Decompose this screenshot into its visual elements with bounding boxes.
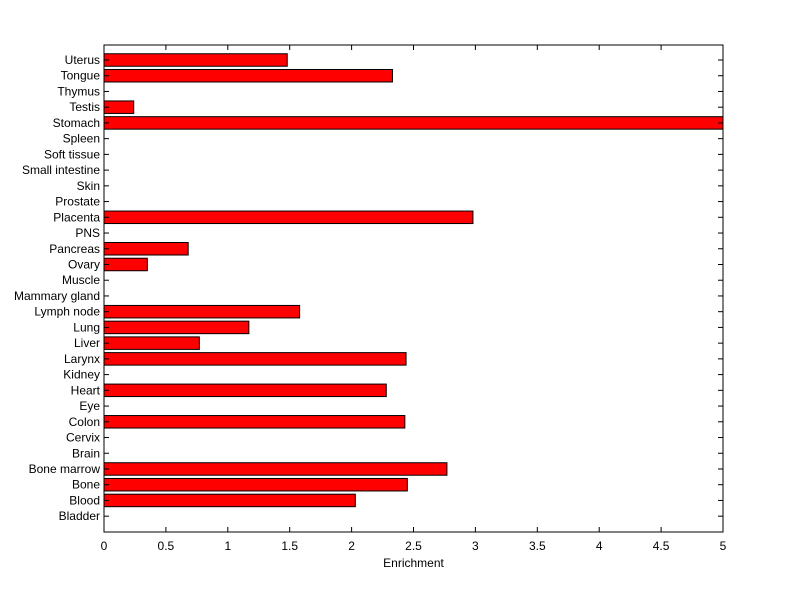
y-tick-label: Lung bbox=[73, 320, 100, 334]
y-tick-label: Larynx bbox=[64, 352, 100, 366]
y-tick-label: Kidney bbox=[63, 368, 100, 382]
y-tick-label: Small intestine bbox=[22, 163, 100, 177]
y-tick-label: Placenta bbox=[53, 210, 100, 224]
y-tick-label: Colon bbox=[69, 415, 100, 429]
bars-layer bbox=[103, 53, 724, 508]
y-tick-label: Soft tissue bbox=[44, 147, 100, 161]
x-tick-label: 3 bbox=[472, 539, 479, 553]
x-tick-label: 3.5 bbox=[529, 539, 546, 553]
y-tick-label: Liver bbox=[74, 336, 100, 350]
bar-lung bbox=[103, 320, 250, 335]
y-tick-label: Bone marrow bbox=[29, 462, 101, 476]
bar-larynx bbox=[103, 352, 407, 366]
x-tick-label: 2.5 bbox=[405, 539, 422, 553]
y-tick-label: Thymus bbox=[57, 84, 100, 98]
y-tick-label: Bladder bbox=[59, 509, 100, 523]
bar-ovary bbox=[103, 257, 148, 272]
y-tick-label: Bone bbox=[72, 478, 100, 492]
y-tick-label: Tongue bbox=[61, 69, 101, 83]
y-tick-label: Spleen bbox=[63, 132, 100, 146]
y-tick-label: Prostate bbox=[55, 195, 100, 209]
x-ticks-layer: 0 0.5 1 1.5 2 2.5 3 3.5 4 4.5 5 bbox=[101, 45, 727, 553]
x-tick-label: 0 bbox=[101, 539, 108, 553]
bar-liver bbox=[103, 336, 200, 350]
y-tick-label: Testis bbox=[69, 100, 100, 114]
bar-bone bbox=[103, 477, 408, 492]
bar-stomach bbox=[103, 116, 724, 130]
x-tick-label: 5 bbox=[720, 539, 727, 553]
y-tick-label: PNS bbox=[75, 226, 100, 240]
bar-uterus bbox=[103, 53, 288, 67]
y-tick-label: Lymph node bbox=[34, 305, 100, 319]
y-tick-label: Ovary bbox=[68, 257, 100, 271]
y-tick-label: Skin bbox=[77, 179, 100, 193]
y-tick-label: Pancreas bbox=[49, 242, 100, 256]
y-tick-label: Eye bbox=[79, 399, 100, 413]
y-tick-label: Uterus bbox=[65, 53, 100, 67]
y-tick-label: Brain bbox=[72, 446, 100, 460]
x-tick-label: 4 bbox=[596, 539, 603, 553]
bar-lymph-node bbox=[103, 304, 301, 319]
bar-bone-marrow bbox=[103, 462, 448, 476]
bar-colon bbox=[103, 415, 406, 429]
x-axis-label: Enrichment bbox=[383, 556, 444, 570]
bar-tongue bbox=[103, 68, 393, 83]
y-tick-label: Mammary gland bbox=[14, 289, 100, 303]
bar-placenta bbox=[103, 210, 474, 225]
bar-heart bbox=[103, 383, 387, 398]
y-tick-label: Cervix bbox=[66, 431, 100, 445]
x-tick-label: 2 bbox=[348, 539, 355, 553]
x-tick-label: 1.5 bbox=[281, 539, 298, 553]
bar-blood bbox=[103, 493, 356, 508]
x-tick-label: 4.5 bbox=[653, 539, 670, 553]
bar-pancreas bbox=[103, 242, 189, 256]
y-tick-label: Muscle bbox=[62, 273, 100, 287]
x-tick-label: 1 bbox=[224, 539, 231, 553]
y-tick-label: Blood bbox=[69, 493, 100, 507]
y-tick-label: Heart bbox=[71, 383, 101, 397]
x-tick-label: 0.5 bbox=[158, 539, 175, 553]
y-tick-label: Stomach bbox=[53, 116, 100, 130]
